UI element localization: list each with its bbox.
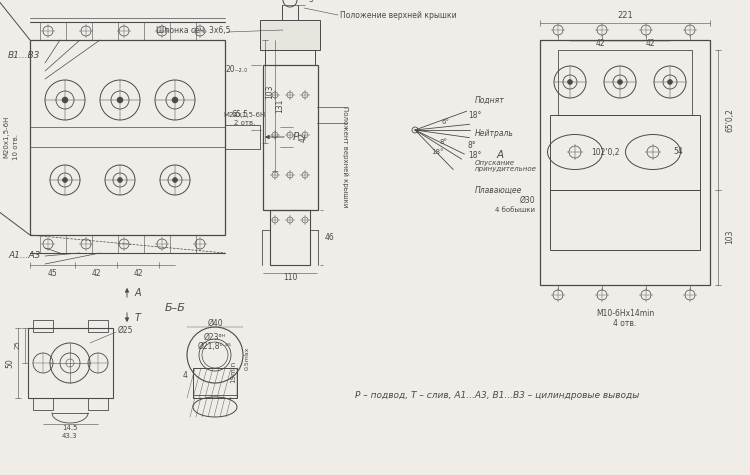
Text: Ø40: Ø40 [207, 319, 223, 327]
Text: А: А [135, 288, 142, 298]
Text: Ø30: Ø30 [519, 196, 535, 205]
Text: А1...А3: А1...А3 [8, 250, 40, 259]
Text: 45: 45 [47, 268, 57, 277]
Text: 4 отв.: 4 отв. [614, 319, 637, 327]
Text: 20₋₂.₀: 20₋₂.₀ [226, 66, 248, 75]
Text: 4: 4 [182, 371, 188, 380]
Text: Поднят: Поднят [475, 95, 505, 104]
Text: 42: 42 [645, 38, 655, 48]
Text: Положение верхней крышки: Положение верхней крышки [340, 10, 457, 19]
Text: 110: 110 [283, 273, 297, 282]
Bar [260, 20, 320, 50]
Bar [550, 190, 700, 250]
Bar [28, 328, 113, 398]
Text: Р – подвод, Т – слив, А1...А3, В1...В3 – цилиндровые выводы: Р – подвод, Т – слив, А1...А3, В1...В3 –… [355, 390, 639, 399]
Text: Ø25: Ø25 [118, 325, 134, 334]
Circle shape [62, 178, 68, 182]
Text: 46: 46 [325, 232, 334, 241]
Text: Плавающее: Плавающее [475, 186, 522, 194]
Bar [558, 50, 692, 115]
Circle shape [118, 178, 122, 182]
Text: 2 отв.: 2 отв. [234, 120, 256, 126]
Text: Шпонка сеч. 3х6,5: Шпонка сеч. 3х6,5 [155, 26, 230, 35]
Bar [88, 398, 108, 410]
Text: Р: Р [293, 132, 299, 142]
Text: 43.3: 43.3 [62, 433, 78, 439]
Text: Положент верхней крышки: Положент верхней крышки [342, 106, 348, 208]
Text: 54: 54 [674, 148, 682, 156]
Text: Ø21,8⁰·⁴⁵: Ø21,8⁰·⁴⁵ [198, 342, 232, 352]
Text: Т: Т [135, 313, 141, 323]
Text: 18°: 18° [468, 152, 482, 161]
Bar [265, 50, 315, 65]
Text: 10 отв.: 10 отв. [13, 134, 19, 160]
Text: А: А [496, 150, 503, 160]
Text: Ø23⁶ᴴ: Ø23⁶ᴴ [204, 332, 226, 342]
Circle shape [172, 178, 178, 182]
Bar [270, 210, 310, 265]
Text: 42: 42 [596, 38, 604, 48]
Text: 102'0,2: 102'0,2 [591, 148, 620, 156]
Text: 18°: 18° [430, 149, 443, 155]
Text: Б–Б: Б–Б [164, 303, 185, 313]
Text: 6°: 6° [441, 119, 449, 125]
Bar [193, 368, 237, 398]
Text: 4 бобышки: 4 бобышки [495, 207, 535, 213]
Circle shape [617, 79, 622, 85]
Text: М10-6Нх14min: М10-6Нх14min [596, 308, 654, 317]
Text: 131: 131 [275, 99, 284, 113]
Text: 19min: 19min [230, 361, 236, 383]
Text: Нейтраль: Нейтраль [475, 129, 514, 137]
Bar [33, 398, 53, 410]
Text: 103: 103 [725, 230, 734, 244]
Bar [540, 40, 710, 285]
Bar [88, 320, 108, 332]
Text: 221: 221 [617, 11, 633, 20]
Text: В1...В3: В1...В3 [8, 50, 40, 59]
Text: 8°: 8° [439, 139, 447, 145]
Text: 65,5: 65,5 [231, 111, 248, 120]
Text: 50: 50 [5, 358, 14, 368]
Bar [30, 40, 225, 235]
Text: 18°: 18° [468, 111, 482, 120]
Text: 14.5: 14.5 [62, 425, 78, 431]
Text: 42: 42 [92, 268, 100, 277]
Bar [33, 320, 53, 332]
Bar [263, 65, 318, 210]
Circle shape [117, 97, 123, 103]
Circle shape [62, 97, 68, 103]
Text: М20х1,5-6Н: М20х1,5-6Н [3, 116, 9, 158]
Text: 65'0,2: 65'0,2 [725, 108, 734, 132]
Circle shape [668, 79, 673, 85]
Text: Опускание
принудительное: Опускание принудительное [475, 160, 537, 172]
Text: М24х1,5-6Н: М24х1,5-6Н [224, 112, 266, 118]
Text: 25: 25 [15, 341, 21, 350]
Text: 8°: 8° [468, 142, 477, 151]
Bar [550, 115, 700, 190]
Text: 42: 42 [298, 132, 307, 142]
Text: 42: 42 [134, 268, 142, 277]
Circle shape [172, 97, 178, 103]
Text: 3: 3 [308, 0, 313, 4]
Circle shape [568, 79, 572, 85]
Text: 0.5max: 0.5max [244, 346, 250, 370]
Text: 103: 103 [266, 85, 274, 99]
